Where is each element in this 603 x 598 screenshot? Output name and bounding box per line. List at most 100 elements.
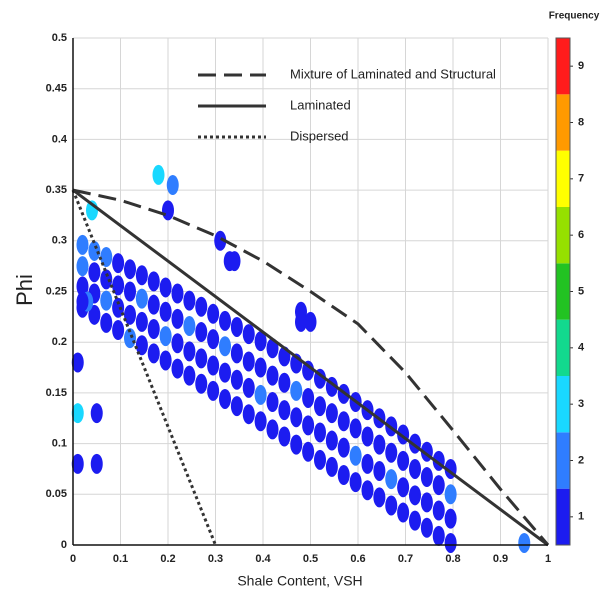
data-point [183,315,196,336]
y-tick-label: 0 [61,539,67,551]
data-point [112,275,125,296]
data-point [254,384,267,405]
data-point [195,373,208,394]
data-point [71,352,84,373]
y-tick-label: 0.1 [52,438,67,450]
data-point [397,450,410,471]
y-tick-label: 0.3 [52,235,67,247]
y-tick-label: 0.5 [52,32,67,44]
data-point [254,411,267,432]
data-point [112,320,125,341]
data-point [302,360,315,381]
data-point [230,369,243,390]
data-point [242,324,255,345]
data-point [207,303,220,324]
data-point [254,357,267,378]
colorbar-segment [556,432,570,489]
data-point [147,271,160,292]
data-point [242,351,255,372]
data-point [409,485,421,506]
data-point [518,532,531,553]
x-tick-label: 1 [545,553,551,565]
colorbar-frame [555,37,571,546]
data-point [444,484,457,505]
data-point [135,265,148,286]
data-point [444,508,457,529]
data-point [214,230,227,251]
colorbar-tick-label: 2 [578,454,584,466]
y-tick-label: 0.35 [46,184,67,196]
colorbar-segment [556,38,570,95]
data-point [361,453,374,474]
data-point [88,240,101,261]
y-tick-label: 0.45 [46,83,67,95]
data-point [304,311,317,332]
data-point [361,480,374,501]
colorbar-tick-label: 7 [578,173,584,185]
x-tick-label: 0.2 [160,553,175,565]
data-point [314,449,326,470]
x-tick-label: 0.9 [493,553,508,565]
y-tick-label: 0.4 [52,133,68,145]
data-point [373,460,386,481]
data-point [166,175,179,196]
data-point [159,277,172,298]
model-line [71,189,217,546]
data-point [152,164,165,185]
data-point [432,500,445,521]
data-point [444,532,457,553]
x-tick-label: 0.4 [255,553,271,565]
data-point [219,388,231,409]
data-point [90,403,103,424]
colorbar-tick-label: 4 [578,342,585,354]
data-point [373,434,386,455]
colorbar-segment [556,207,570,264]
data-point [290,380,303,401]
legend-label: Mixture of Laminated and Structural [290,66,496,81]
data-point [325,430,338,451]
data-point [420,517,433,538]
data-point [71,453,84,474]
data-point [124,304,136,325]
data-point [147,343,160,364]
x-tick-label: 0.6 [350,553,365,565]
data-point [135,311,148,332]
data-point [76,256,89,277]
data-point [325,403,338,424]
data-point [76,291,89,312]
data-point [171,308,184,329]
data-point [337,411,350,432]
data-point [409,510,421,531]
data-point [278,426,291,447]
data-point [219,310,231,331]
x-tick-label: 0.7 [398,553,413,565]
data-point [420,492,433,513]
x-tick-label: 0.5 [303,553,318,565]
data-point [230,316,243,337]
data-point [230,343,243,364]
data-point [219,362,231,383]
data-point [302,441,315,462]
data-point [207,355,220,376]
data-point [266,338,279,359]
data-point [266,392,279,413]
data-point [242,404,255,425]
data-point [183,341,196,362]
data-point [397,502,410,523]
colorbar-segment [556,488,570,545]
data-point [162,200,174,221]
data-point [171,283,184,304]
data-point [230,396,243,417]
data-point [195,348,208,369]
model-line [72,188,550,546]
data-point [432,475,445,496]
data-point [278,372,291,393]
data-point [219,336,231,357]
y-axis-label: Phi [12,274,37,306]
colorbar-tick-label: 9 [578,60,584,72]
data-point [228,251,241,272]
data-point [90,453,103,474]
data-point [76,276,89,297]
data-point [124,259,136,280]
data-point [432,525,445,546]
